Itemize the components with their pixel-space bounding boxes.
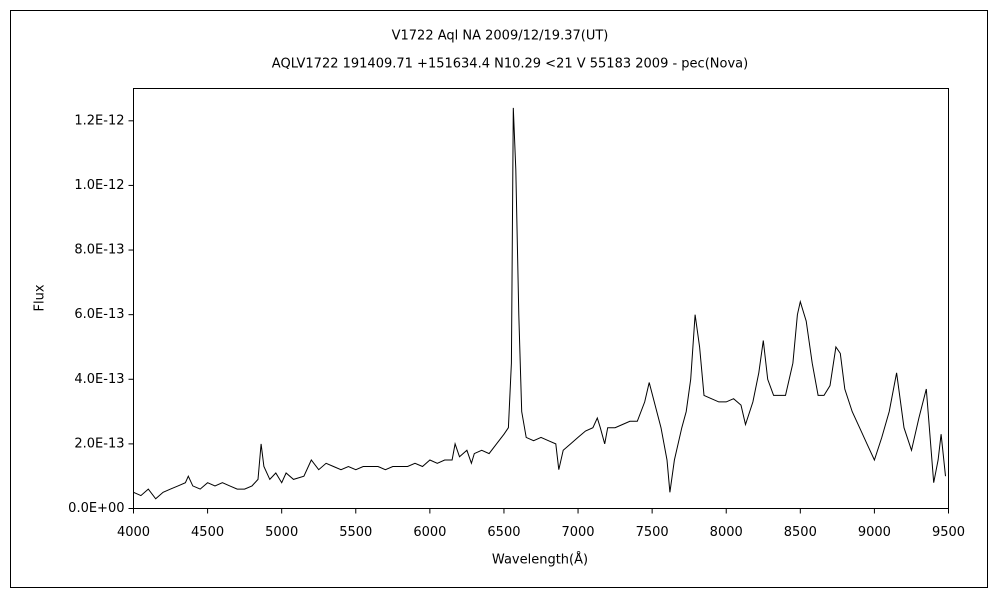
y-tick-label: 6.0E-13 xyxy=(74,307,124,322)
x-tick-label: 6500 xyxy=(487,525,520,540)
y-tick-label: 8.0E-13 xyxy=(74,243,124,258)
x-tick-label: 7000 xyxy=(561,525,594,540)
frame xyxy=(10,10,988,588)
y-axis-label: Flux xyxy=(33,284,48,311)
y-tick-label: 2.0E-13 xyxy=(74,436,124,451)
chart-title: V1722 Aql NA 2009/12/19.37(UT) xyxy=(392,29,609,44)
y-tick-label: 4.0E-13 xyxy=(74,372,124,387)
x-tick-label: 6000 xyxy=(413,525,446,540)
y-tick-label: 1.2E-12 xyxy=(74,113,124,128)
y-tick-label: 0.0E+00 xyxy=(68,501,124,516)
x-tick-label: 7500 xyxy=(636,525,669,540)
chart-subtitle: AQLV1722 191409.71 +151634.4 N10.29 <21 … xyxy=(272,57,748,72)
x-tick-label: 9500 xyxy=(932,525,965,540)
x-tick-label: 5500 xyxy=(339,525,372,540)
x-tick-label: 4500 xyxy=(191,525,224,540)
plot-area xyxy=(133,88,949,509)
x-tick-label: 8000 xyxy=(710,525,743,540)
x-tick-label: 9000 xyxy=(858,525,891,540)
y-tick-label: 1.0E-12 xyxy=(74,178,124,193)
x-tick-label: 8500 xyxy=(784,525,817,540)
x-axis-label: Wavelength(Å) xyxy=(492,552,588,568)
x-tick-label: 5000 xyxy=(265,525,298,540)
spectrum-line xyxy=(133,107,946,500)
x-tick-label: 4000 xyxy=(117,525,150,540)
